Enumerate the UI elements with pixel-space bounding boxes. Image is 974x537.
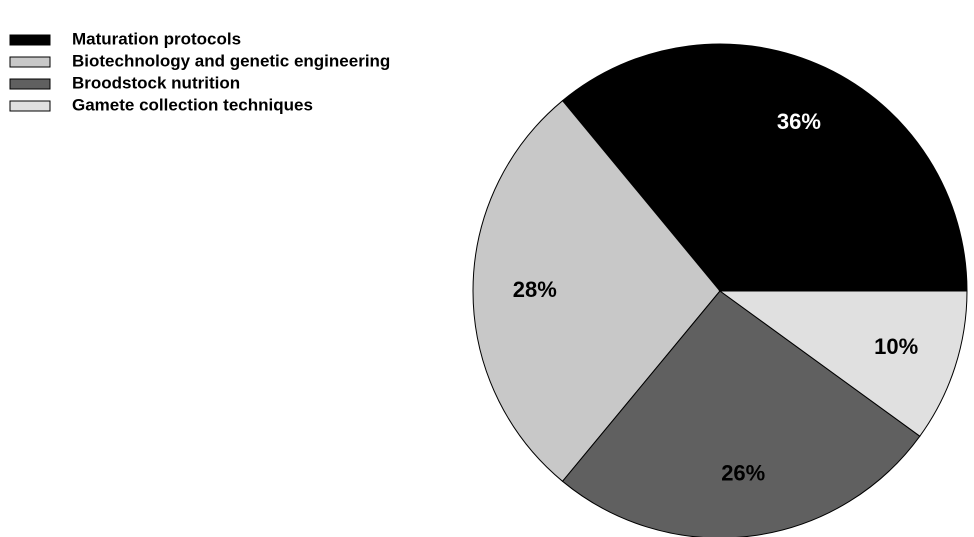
pie-slice (561, 290, 921, 537)
legend-swatch (9, 56, 51, 68)
legend-label: Maturation protocols (72, 29, 241, 48)
legend-swatch (9, 78, 51, 90)
legend-label: Biotechnology and genetic engineering (72, 51, 390, 70)
slice-label: 10% (874, 334, 918, 359)
slice-label: 36% (777, 109, 821, 134)
slice-label: 26% (721, 461, 765, 486)
legend-swatch (9, 34, 51, 46)
pie-slice (718, 290, 968, 437)
legend-label: Broodstock nutrition (72, 73, 240, 92)
pie-slice (561, 43, 968, 292)
slice-label: 28% (513, 277, 557, 302)
legend-swatch (9, 100, 51, 112)
pie-slice (472, 99, 721, 483)
legend-label: Gamete collection techniques (72, 95, 313, 114)
